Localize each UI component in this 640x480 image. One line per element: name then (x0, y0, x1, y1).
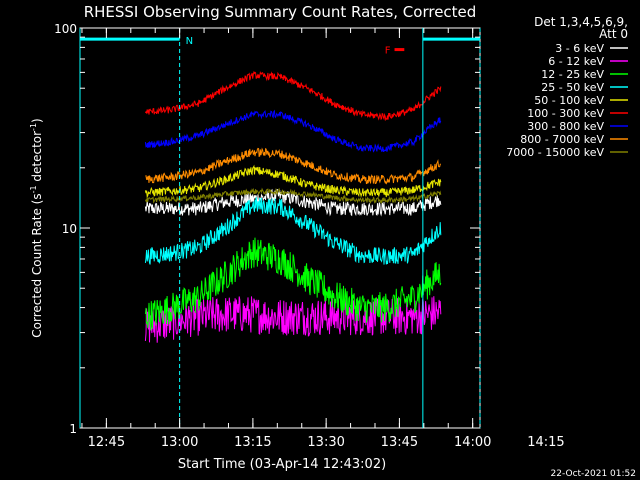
y-axis-label-main: Corrected Count Rate (s (30, 193, 44, 337)
y-tick-label: 10 (62, 222, 77, 236)
y-tick-label: 100 (54, 22, 77, 36)
legend-label: 12 - 25 keV (541, 68, 604, 81)
night-label: N (186, 36, 193, 47)
x-tick-label: 13:15 (234, 435, 271, 450)
tick-layer: 1 10 100 12:45 13:00 13:15 13:30 13:45 14:00 14:1… (54, 22, 565, 450)
x-tick-label: 14:00 (454, 435, 491, 450)
plot-frame (79, 27, 481, 429)
annotation-layer: NF (79, 28, 481, 428)
legend-label: 100 - 300 keV (527, 107, 604, 120)
y-tick-label: 1 (69, 422, 77, 436)
y-axis-label-end: ) (30, 118, 44, 123)
x-axis-label: Start Time (03-Apr-14 12:43:02) (178, 457, 386, 472)
legend-label: 3 - 6 keV (555, 42, 604, 55)
legend-detectors: Det 1,3,4,5,6,9, (534, 15, 628, 29)
y-axis-label-exp2: -1 (29, 123, 38, 131)
x-tick-label: 13:00 (161, 435, 198, 450)
x-tick-label: 14:15 (527, 435, 564, 450)
series-layer (144, 70, 442, 343)
legend-attenuator: Att 0 (599, 27, 628, 41)
series-line-3 (144, 237, 442, 331)
legend-label: 6 - 12 keV (548, 55, 604, 68)
y-axis-label-exp1: -1 (29, 185, 38, 193)
legend-label: 25 - 50 keV (541, 81, 604, 94)
series-line-6 (144, 70, 442, 122)
chart-title: RHESSI Observing Summary Count Rates, Co… (84, 3, 477, 21)
generated-timestamp: 22-Oct-2021 01:52 (551, 469, 636, 479)
y-axis-label-mid: detector (30, 131, 44, 186)
series-line-5 (144, 164, 442, 199)
x-tick-label: 13:30 (307, 435, 344, 450)
y-axis-label: Corrected Count Rate (s-1 detector-1) (29, 118, 44, 337)
legend-label: 800 - 7000 keV (520, 133, 604, 146)
legend-label: 50 - 100 keV (534, 94, 604, 107)
series-line-8 (145, 147, 442, 185)
x-tick-label: 13:45 (381, 435, 418, 450)
series-line-4 (144, 197, 442, 265)
series-line-7 (144, 109, 442, 153)
legend-label: 7000 - 15000 keV (506, 146, 604, 159)
legend-label: 300 - 800 keV (527, 120, 604, 133)
series-line-1 (144, 188, 442, 217)
flare-label: F (385, 46, 391, 57)
x-tick-label: 12:45 (88, 435, 125, 450)
series-line-9 (144, 187, 442, 205)
